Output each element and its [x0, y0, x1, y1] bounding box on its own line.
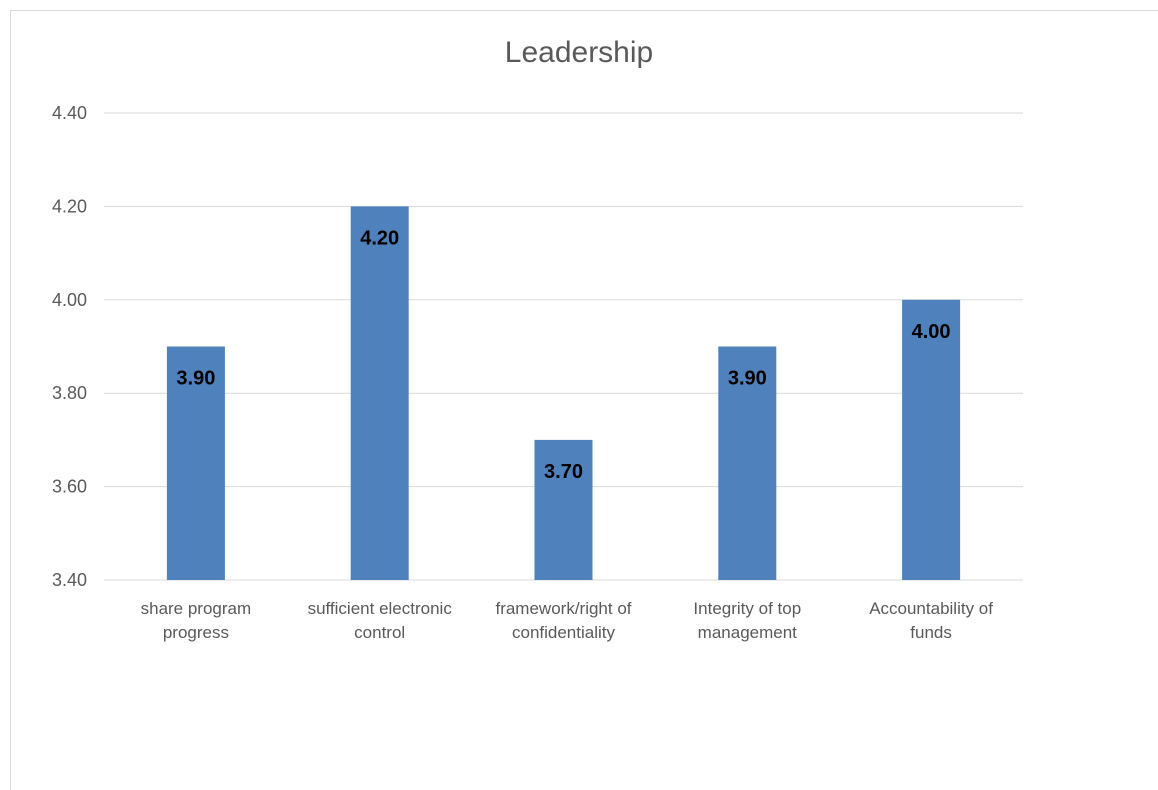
y-tick-label: 3.60 — [52, 477, 87, 497]
x-tick-label: confidentiality — [512, 623, 616, 642]
data-label: 3.90 — [176, 368, 215, 390]
y-tick-label: 3.40 — [52, 570, 87, 590]
x-tick-label: share program — [141, 599, 252, 618]
x-tick-label: funds — [910, 623, 952, 642]
chart-title: Leadership — [504, 36, 654, 69]
y-tick-label: 4.20 — [52, 196, 87, 216]
data-label: 3.90 — [728, 368, 767, 390]
y-tick-label: 4.00 — [52, 290, 87, 310]
bar — [350, 206, 409, 580]
y-tick-label: 4.40 — [52, 103, 87, 123]
bar — [718, 346, 777, 580]
x-tick-label: management — [698, 623, 798, 642]
x-tick-label: Accountability of — [869, 599, 993, 618]
bar — [534, 439, 593, 580]
data-label: 3.70 — [544, 461, 583, 483]
x-tick-label: sufficient electronic — [308, 599, 453, 618]
data-label: 4.00 — [912, 321, 951, 343]
x-tick-label: control — [354, 623, 405, 642]
x-tick-label: progress — [163, 623, 229, 642]
bar — [166, 346, 225, 580]
data-label: 4.20 — [360, 227, 399, 249]
bar — [902, 299, 961, 580]
y-tick-label: 3.80 — [52, 383, 87, 403]
x-tick-label: Integrity of top — [693, 599, 801, 618]
x-tick-label: framework/right of — [495, 599, 631, 618]
